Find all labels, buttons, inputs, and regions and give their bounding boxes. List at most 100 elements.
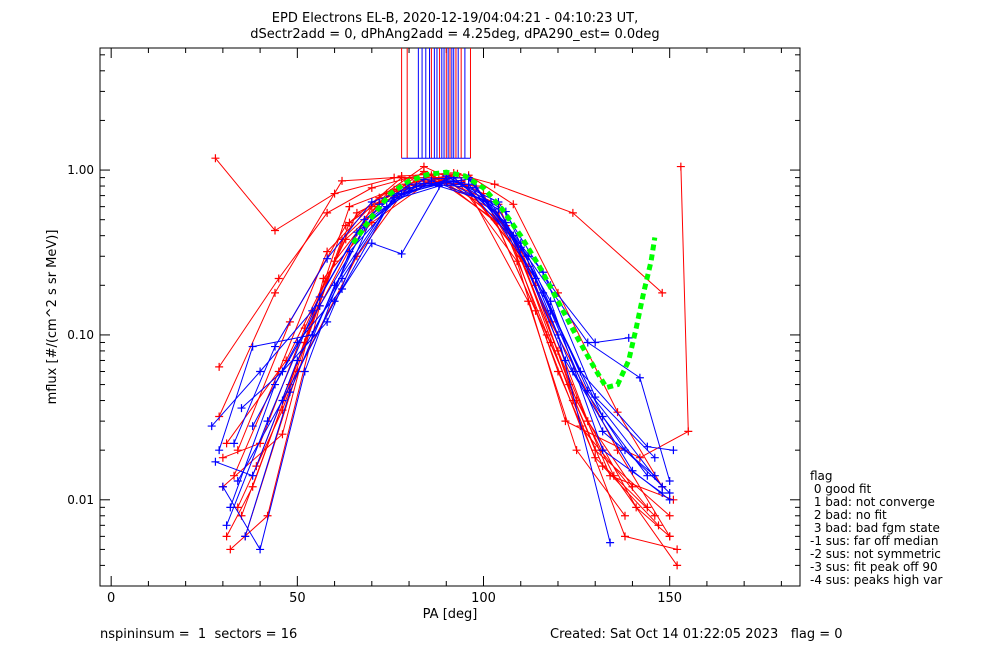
data-point: [222, 521, 231, 530]
data-point: [367, 198, 376, 207]
data-point: [598, 462, 607, 471]
data-point: [606, 538, 615, 547]
legend-item: -4 sus: peaks high var: [810, 573, 943, 587]
data-point: [222, 532, 231, 541]
data-point: [665, 488, 674, 497]
series-line: [233, 182, 674, 451]
data-point: [207, 422, 216, 431]
data-point: [345, 202, 354, 211]
data-point: [315, 292, 324, 301]
data-point: [632, 503, 641, 512]
legend-item: 0 good fit: [810, 482, 872, 496]
series-line: [222, 174, 674, 501]
data-point: [613, 408, 622, 417]
fit-curve: [351, 169, 658, 391]
chart-title: EPD Electrons EL-B, 2020-12-19/04:04:21 …: [272, 11, 638, 26]
data-point: [323, 208, 332, 217]
data-point: [621, 446, 629, 455]
data-point: [315, 301, 324, 310]
data-point: [218, 482, 227, 491]
x-axis-label: PA [deg]: [423, 607, 478, 622]
data-point: [490, 180, 499, 189]
data-point: [598, 427, 607, 436]
data-point: [472, 183, 481, 192]
data-point: [513, 257, 522, 266]
data-point: [561, 417, 570, 426]
data-point: [419, 162, 428, 171]
data-point: [338, 176, 347, 185]
data-point: [226, 545, 235, 554]
legend-title: flag: [810, 469, 833, 483]
data-point: [591, 453, 600, 462]
data-point: [256, 545, 265, 554]
data-point: [300, 367, 309, 376]
data-point: [650, 453, 659, 462]
data-point: [367, 183, 376, 192]
data-point: [233, 477, 242, 486]
data-point: [654, 521, 663, 530]
data-point: [643, 471, 652, 480]
legend-item: -3 sus: fit peak off 90: [810, 560, 938, 574]
data-point: [367, 239, 376, 248]
series-line: [222, 177, 611, 551]
data-point: [248, 422, 257, 431]
data-point: [583, 338, 592, 347]
data-point: [215, 412, 224, 421]
data-point: [643, 442, 652, 451]
data-point: [665, 532, 674, 541]
data-point: [237, 404, 246, 413]
data-point: [665, 495, 674, 504]
x-tick-label: 0: [107, 591, 115, 606]
data-point: [658, 482, 667, 491]
data-point: [542, 330, 551, 339]
y-axis-label: mflux [#/(cm^2 s sr MeV)]: [45, 230, 60, 405]
data-point: [598, 446, 607, 455]
data-point: [330, 281, 339, 290]
data-point: [233, 446, 242, 455]
legend-item: -1 sus: far off median: [810, 534, 939, 548]
footer-right: Created: Sat Oct 14 01:22:05 2023 flag =…: [550, 627, 843, 642]
fit-curve-line: [351, 169, 658, 391]
x-tick-label: 150: [657, 591, 682, 606]
series-line: [226, 170, 671, 537]
data-point: [263, 417, 272, 426]
data-point: [658, 288, 667, 297]
data-point: [665, 511, 674, 520]
series-line: [237, 175, 656, 482]
data-point: [271, 226, 279, 235]
legend-item: 3 bad: bad fgm state: [810, 521, 940, 535]
data-point: [278, 396, 287, 405]
legend-item: 2 bad: no fit: [810, 508, 887, 522]
data-point: [635, 373, 644, 382]
data-point: [524, 297, 533, 306]
data-point: [211, 154, 220, 163]
data-point: [427, 176, 436, 185]
data-point: [256, 367, 265, 376]
data-point: [293, 338, 302, 347]
data-point: [278, 430, 287, 439]
data-point: [624, 333, 633, 342]
series-line: [241, 180, 633, 516]
data-point: [226, 503, 235, 512]
data-point: [676, 162, 685, 171]
x-tick-label: 100: [471, 591, 496, 606]
data-point: [628, 466, 637, 475]
data-point: [397, 249, 406, 258]
data-point: [621, 511, 629, 520]
data-point: [673, 561, 682, 570]
data-point: [628, 482, 637, 491]
data-point: [230, 439, 239, 448]
data-point: [665, 477, 674, 486]
data-point: [509, 200, 518, 209]
data-point: [319, 274, 328, 283]
data-point: [323, 254, 332, 263]
data-point: [271, 342, 279, 351]
series-line: [229, 185, 656, 508]
data-point: [218, 453, 227, 462]
data-point: [215, 446, 224, 455]
data-point: [248, 342, 257, 351]
data-point: [673, 545, 682, 554]
axis-ticks: 0 50 100 150 0.01 0.10 1.00: [67, 48, 800, 606]
data-point: [572, 446, 581, 455]
y-tick-label: 0.01: [67, 493, 94, 507]
